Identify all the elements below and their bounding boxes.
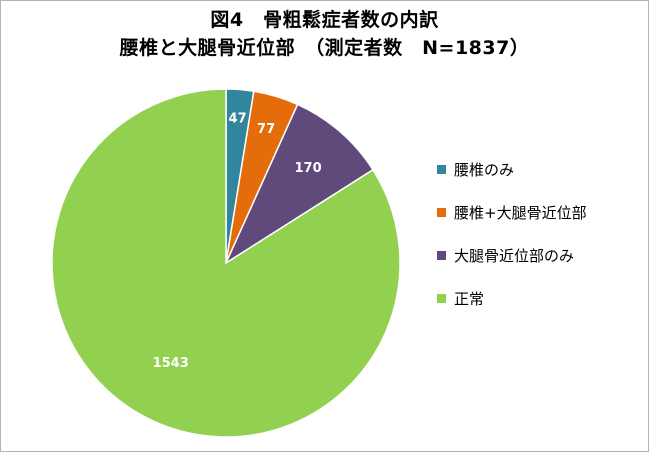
- pie-data-labels: 47 77 170 1543: [153, 112, 322, 372]
- label-femur-only: 170: [295, 161, 322, 176]
- legend-swatch: [437, 165, 446, 174]
- pie-slices: [51, 88, 401, 438]
- legend-swatch: [437, 251, 446, 260]
- legend-label: 腰椎のみ: [454, 161, 515, 179]
- slice-normal: [51, 88, 401, 438]
- chart-title-block: 図4 骨粗鬆症者数の内訳 腰椎と大腿骨近位部 （測定者数 N=1837）: [0, 6, 649, 62]
- label-normal: 1543: [153, 356, 189, 371]
- legend-label: 正常: [454, 290, 485, 308]
- legend-swatch: [437, 208, 446, 217]
- slice-femur-only: [224, 103, 374, 265]
- label-lumbar-femur: 77: [257, 122, 275, 137]
- legend-swatch: [437, 294, 446, 303]
- legend-label: 腰椎+大腿骨近位部: [454, 204, 587, 222]
- chart-subtitle: 腰椎と大腿骨近位部 （測定者数 N=1837）: [119, 37, 530, 59]
- chart-title: 図4 骨粗鬆症者数の内訳: [210, 9, 439, 31]
- label-lumbar-only: 47: [229, 112, 247, 127]
- legend-label: 大腿骨近位部のみ: [454, 247, 575, 265]
